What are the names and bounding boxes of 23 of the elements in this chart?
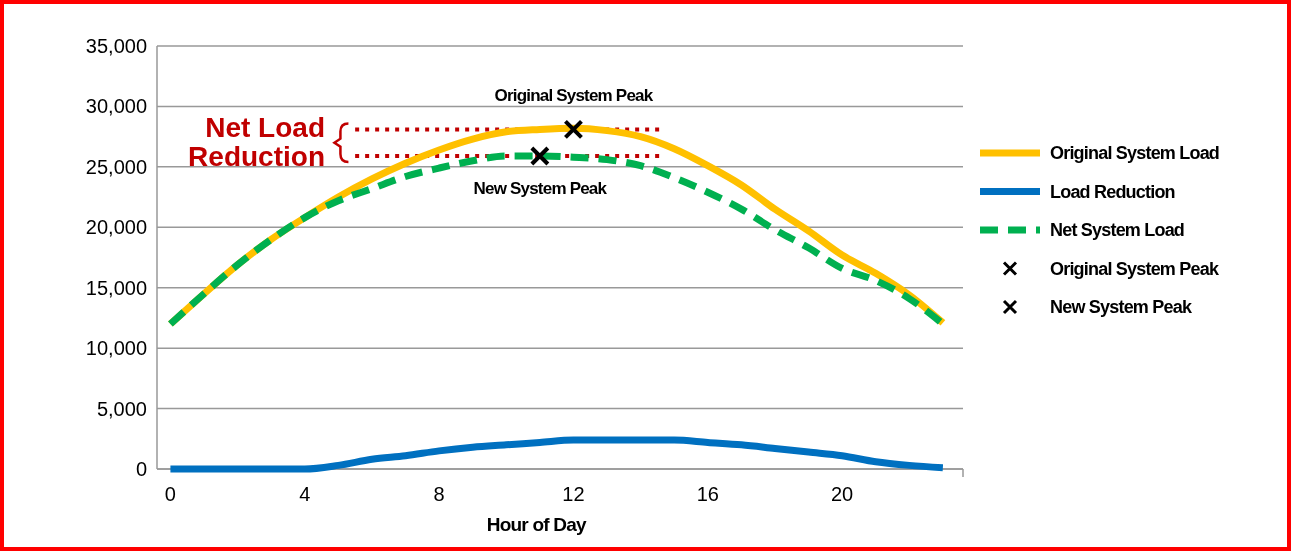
annotation: Original System Peak (494, 86, 654, 106)
y-tick-label: 5,000 (96, 397, 147, 420)
y-tick-label: 35,000 (85, 35, 147, 57)
x-tick-label: 8 (433, 483, 445, 505)
x-tick-label: 16 (696, 483, 719, 505)
annotation: New System Peak (473, 178, 608, 198)
y-tick-label: 30,000 (85, 95, 147, 118)
y-tick-label: 10,000 (85, 337, 147, 360)
legend-label: Original System Load (1050, 143, 1220, 164)
y-tick-label: 25,000 (85, 155, 147, 178)
y-tick-label: 15,000 (85, 276, 147, 299)
x-axis-title: Hour of Day (486, 514, 587, 535)
legend-label: Original System Peak (1050, 258, 1220, 279)
y-tick-label: 20,000 (85, 216, 147, 239)
legend-label: Net System Load (1050, 220, 1185, 241)
legend-label: New System Peak (1050, 297, 1193, 318)
x-tick-label: 12 (562, 483, 585, 505)
annotation: Net Load Reduction (188, 112, 325, 173)
x-tick-label: 20 (830, 483, 854, 505)
x-tick-label: 4 (299, 483, 311, 505)
legend-label: Load Reduction (1050, 181, 1175, 202)
x-tick-label: 0 (164, 483, 176, 505)
y-tick-label: 0 (135, 458, 147, 480)
